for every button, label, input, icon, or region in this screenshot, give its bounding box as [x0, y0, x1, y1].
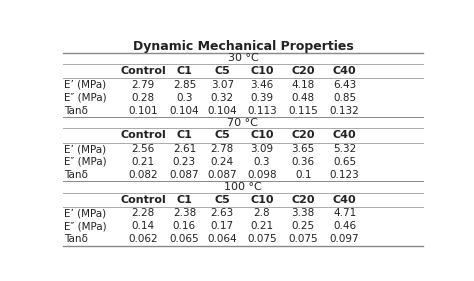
Text: C10: C10 [250, 195, 273, 205]
Text: C40: C40 [333, 66, 356, 76]
Text: C40: C40 [333, 195, 356, 205]
Text: 70 °C: 70 °C [228, 118, 258, 128]
Text: Control: Control [120, 130, 166, 140]
Text: 3.65: 3.65 [292, 144, 315, 154]
Text: C5: C5 [214, 66, 230, 76]
Text: 0.46: 0.46 [333, 221, 356, 231]
Text: C1: C1 [176, 130, 192, 140]
Text: Tanδ: Tanδ [64, 170, 88, 180]
Text: 0.097: 0.097 [330, 234, 359, 244]
Text: 2.61: 2.61 [173, 144, 196, 154]
Text: 0.104: 0.104 [170, 106, 199, 116]
Text: 0.17: 0.17 [210, 221, 234, 231]
Text: 2.78: 2.78 [210, 144, 234, 154]
Text: 6.43: 6.43 [333, 80, 356, 90]
Text: 0.16: 0.16 [173, 221, 196, 231]
Text: 0.062: 0.062 [128, 234, 158, 244]
Text: 4.71: 4.71 [333, 208, 356, 218]
Text: Control: Control [120, 66, 166, 76]
Text: 2.79: 2.79 [131, 80, 155, 90]
Text: Control: Control [120, 195, 166, 205]
Text: 5.32: 5.32 [333, 144, 356, 154]
Text: 0.21: 0.21 [250, 221, 273, 231]
Text: 2.56: 2.56 [131, 144, 155, 154]
Text: 4.18: 4.18 [292, 80, 315, 90]
Text: Tanδ: Tanδ [64, 234, 88, 244]
Text: 0.113: 0.113 [247, 106, 277, 116]
Text: 3.09: 3.09 [250, 144, 273, 154]
Text: C5: C5 [214, 130, 230, 140]
Text: 0.087: 0.087 [170, 170, 199, 180]
Text: 2.38: 2.38 [173, 208, 196, 218]
Text: 0.064: 0.064 [208, 234, 237, 244]
Text: 0.3: 0.3 [176, 93, 192, 103]
Text: 30 °C: 30 °C [228, 53, 258, 64]
Text: E’ (MPa): E’ (MPa) [64, 80, 107, 90]
Text: 3.38: 3.38 [292, 208, 315, 218]
Text: 2.63: 2.63 [210, 208, 234, 218]
Text: 0.25: 0.25 [292, 221, 315, 231]
Text: E″ (MPa): E″ (MPa) [64, 93, 107, 103]
Text: 0.087: 0.087 [208, 170, 237, 180]
Text: 0.115: 0.115 [288, 106, 318, 116]
Text: E″ (MPa): E″ (MPa) [64, 221, 107, 231]
Text: C1: C1 [176, 66, 192, 76]
Text: C5: C5 [214, 195, 230, 205]
Text: C20: C20 [292, 130, 315, 140]
Text: 0.48: 0.48 [292, 93, 315, 103]
Text: C20: C20 [292, 66, 315, 76]
Text: C10: C10 [250, 130, 273, 140]
Text: 0.21: 0.21 [131, 157, 155, 167]
Text: 0.101: 0.101 [128, 106, 158, 116]
Text: Tanδ: Tanδ [64, 106, 88, 116]
Text: C1: C1 [176, 195, 192, 205]
Text: E’ (MPa): E’ (MPa) [64, 208, 107, 218]
Text: 0.32: 0.32 [210, 93, 234, 103]
Text: 2.28: 2.28 [131, 208, 155, 218]
Text: E’ (MPa): E’ (MPa) [64, 144, 107, 154]
Text: 0.14: 0.14 [131, 221, 155, 231]
Text: 0.39: 0.39 [250, 93, 273, 103]
Text: 0.24: 0.24 [210, 157, 234, 167]
Text: 3.46: 3.46 [250, 80, 273, 90]
Text: 0.075: 0.075 [288, 234, 318, 244]
Text: 0.123: 0.123 [330, 170, 359, 180]
Text: 0.075: 0.075 [247, 234, 277, 244]
Text: Dynamic Mechanical Properties: Dynamic Mechanical Properties [133, 40, 353, 53]
Text: 0.1: 0.1 [295, 170, 311, 180]
Text: 0.28: 0.28 [131, 93, 155, 103]
Text: 3.07: 3.07 [210, 80, 234, 90]
Text: 0.098: 0.098 [247, 170, 277, 180]
Text: 0.3: 0.3 [254, 157, 270, 167]
Text: C40: C40 [333, 130, 356, 140]
Text: C10: C10 [250, 66, 273, 76]
Text: 0.85: 0.85 [333, 93, 356, 103]
Text: 0.36: 0.36 [292, 157, 315, 167]
Text: 2.8: 2.8 [254, 208, 270, 218]
Text: 0.104: 0.104 [208, 106, 237, 116]
Text: 0.065: 0.065 [170, 234, 199, 244]
Text: 0.23: 0.23 [173, 157, 196, 167]
Text: E″ (MPa): E″ (MPa) [64, 157, 107, 167]
Text: 0.082: 0.082 [128, 170, 158, 180]
Text: 100 °C: 100 °C [224, 182, 262, 192]
Text: 0.132: 0.132 [330, 106, 359, 116]
Text: C20: C20 [292, 195, 315, 205]
Text: 0.65: 0.65 [333, 157, 356, 167]
Text: 2.85: 2.85 [173, 80, 196, 90]
